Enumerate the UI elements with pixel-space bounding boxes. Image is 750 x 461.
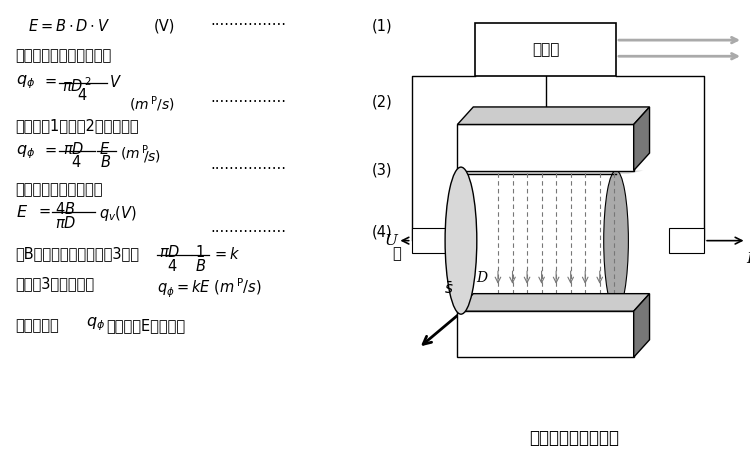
Text: $q_\phi$: $q_\phi$ [86, 316, 106, 333]
Text: $E = B \cdot D \cdot V$: $E = B \cdot D \cdot V$ [28, 18, 109, 35]
Text: $\pi D^{\,2}$: $\pi D^{\,2}$ [62, 76, 92, 95]
Ellipse shape [604, 171, 628, 311]
Text: $E$: $E$ [99, 141, 109, 157]
Text: (1): (1) [372, 18, 393, 34]
Text: $q_v(V)$: $q_v(V)$ [99, 204, 136, 223]
Text: $q_\phi$: $q_\phi$ [16, 143, 34, 160]
Text: $4$: $4$ [77, 87, 88, 103]
Text: (V): (V) [153, 18, 175, 34]
Text: $4$: $4$ [167, 258, 178, 274]
Text: 公式（3）改写为：: 公式（3）改写为： [16, 277, 94, 292]
Polygon shape [458, 294, 650, 311]
Bar [669, 228, 704, 254]
Text: ················: ················ [210, 225, 286, 240]
Text: $(m^{\,\mathrm{P}}$: $(m^{\,\mathrm{P}}$ [120, 143, 148, 163]
Polygon shape [634, 107, 650, 171]
Text: $= k$: $= k$ [212, 246, 241, 262]
Text: 通常，体积流量可以写作: 通常，体积流量可以写作 [16, 48, 112, 64]
Text: 因此电动势可表示为：: 因此电动势可表示为： [16, 182, 103, 197]
Text: $(m^{\,\mathrm{P}}/s)$: $(m^{\,\mathrm{P}}/s)$ [129, 95, 175, 114]
Text: 可见，流量: 可见，流量 [16, 318, 59, 333]
Text: (3): (3) [372, 162, 392, 177]
Text: $\pi D$: $\pi D$ [160, 244, 181, 260]
Text: (2): (2) [372, 95, 393, 110]
Text: (4): (4) [372, 225, 393, 240]
Text: U: U [385, 234, 398, 248]
Text: $\pi D$: $\pi D$ [56, 215, 76, 231]
Text: $V$: $V$ [109, 74, 122, 90]
Text: $1$: $1$ [194, 244, 205, 260]
Text: $/s)$: $/s)$ [143, 148, 161, 164]
Bar [412, 228, 447, 254]
Text: 与电动势E成正比。: 与电动势E成正比。 [106, 318, 186, 333]
Text: $B$: $B$ [100, 154, 111, 171]
Text: 转换器: 转换器 [532, 42, 560, 57]
Text: ，: ， [392, 246, 401, 261]
Text: 当B是个常数时，公式（3）中: 当B是个常数时，公式（3）中 [16, 246, 140, 261]
Text: $=$: $=$ [42, 74, 58, 88]
Text: $E$: $E$ [16, 204, 28, 221]
Polygon shape [454, 171, 644, 174]
Text: $\pi D$: $\pi D$ [64, 141, 85, 157]
Text: 由公式（1）和（2）可得到：: 由公式（1）和（2）可得到： [16, 118, 140, 134]
Text: $B$: $B$ [194, 258, 206, 274]
Text: $4$: $4$ [71, 154, 82, 171]
Polygon shape [454, 294, 644, 307]
Polygon shape [458, 311, 634, 357]
Text: $=$: $=$ [42, 143, 58, 157]
Text: $q_\phi = kE\ (m^{\,\mathrm{P}}/s)$: $q_\phi = kE\ (m^{\,\mathrm{P}}/s)$ [158, 277, 262, 300]
Text: ················: ················ [210, 18, 286, 34]
Polygon shape [634, 294, 650, 357]
Bar [475, 23, 616, 76]
Text: $4B$: $4B$ [56, 201, 76, 218]
Text: $\bar{s}$: $\bar{s}$ [444, 281, 454, 297]
Text: ················: ················ [210, 162, 286, 177]
Text: B: B [746, 252, 750, 266]
Text: ················: ················ [210, 95, 286, 110]
Text: 电磁流量计工作原理: 电磁流量计工作原理 [529, 429, 619, 447]
Text: $=$: $=$ [36, 204, 51, 218]
Ellipse shape [445, 167, 477, 314]
Polygon shape [458, 107, 650, 124]
Text: $q_\phi$: $q_\phi$ [16, 74, 34, 91]
Text: D: D [476, 271, 487, 284]
Polygon shape [458, 124, 634, 171]
